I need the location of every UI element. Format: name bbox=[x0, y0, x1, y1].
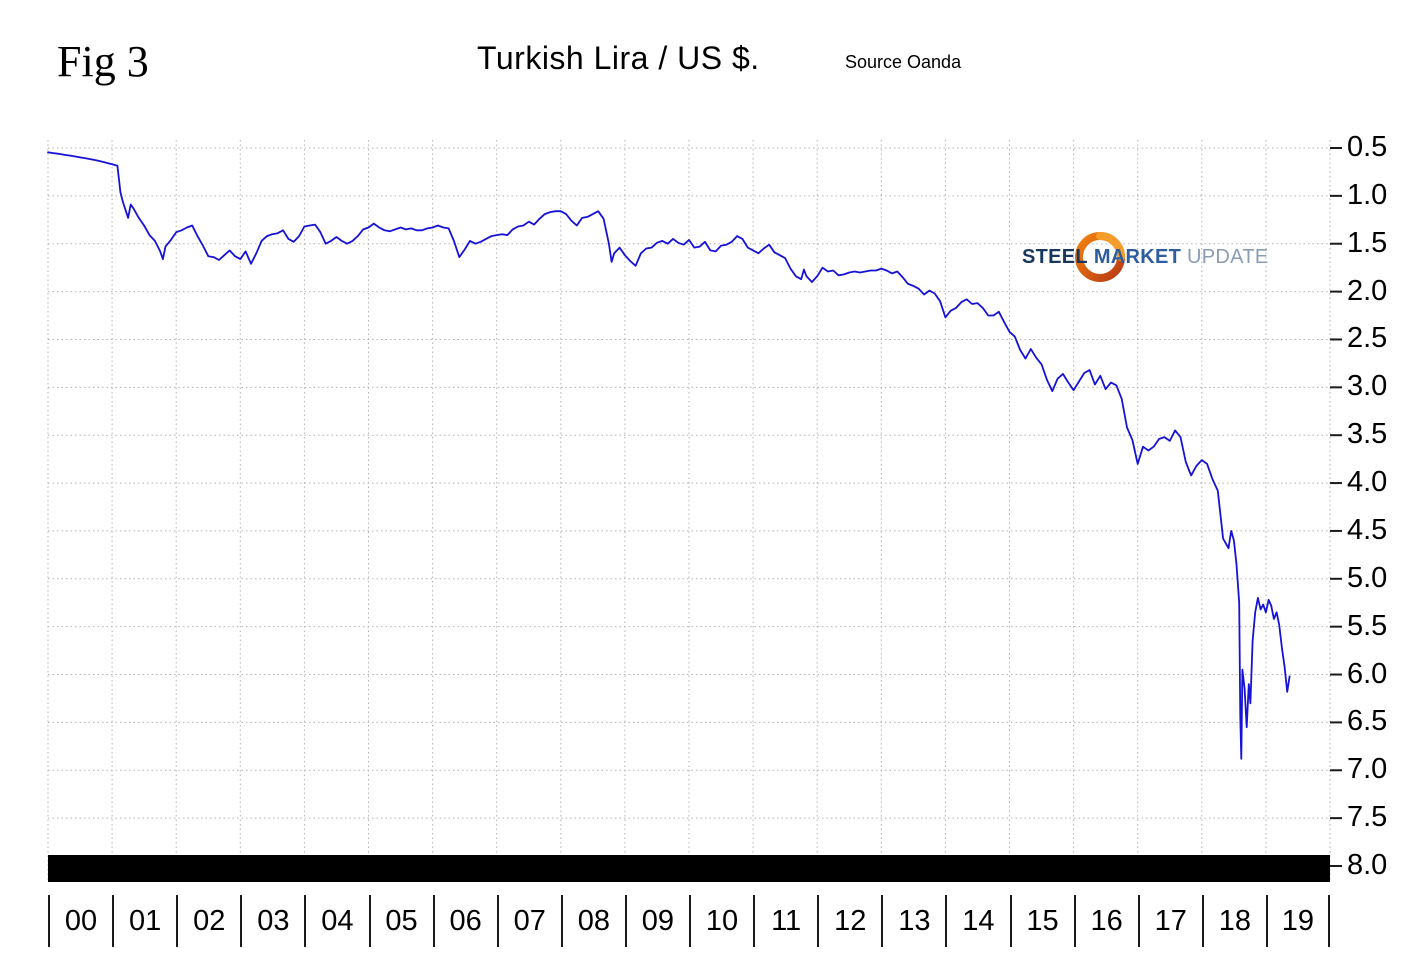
y-tick-label: 2.5 bbox=[1347, 322, 1388, 355]
x-tick-label: 13 bbox=[881, 895, 945, 947]
logo-update-label: UPDATE bbox=[1187, 246, 1269, 268]
x-tick-label: 03 bbox=[240, 895, 304, 947]
x-tick-label: 15 bbox=[1009, 895, 1074, 947]
x-tick-label: 01 bbox=[112, 895, 176, 947]
logo-market-label: MARKET bbox=[1093, 246, 1182, 268]
y-tick-label: 5.0 bbox=[1347, 561, 1388, 594]
smu-logo: STEEL MARKET UPDATE bbox=[1022, 230, 1272, 284]
x-tick-label: 02 bbox=[176, 895, 240, 947]
x-tick-label: 12 bbox=[817, 895, 881, 947]
x-tick-label: 09 bbox=[624, 895, 689, 947]
y-tick-label: 7.0 bbox=[1347, 753, 1388, 786]
x-tick-label: 16 bbox=[1073, 895, 1138, 947]
y-tick-label: 7.5 bbox=[1347, 801, 1388, 834]
y-tick-label: 5.5 bbox=[1347, 609, 1388, 642]
x-tick-label: 06 bbox=[432, 895, 497, 947]
y-tick-label: 4.5 bbox=[1347, 513, 1388, 546]
x-tick-label: 11 bbox=[753, 895, 817, 947]
x-tick-label: 04 bbox=[304, 895, 368, 947]
x-tick-label: 00 bbox=[48, 895, 112, 947]
y-tick-label: 6.0 bbox=[1347, 657, 1388, 690]
x-tick-label: 08 bbox=[560, 895, 625, 947]
logo-steel-label: STEEL bbox=[1022, 246, 1088, 268]
y-tick-label: 4.0 bbox=[1347, 466, 1388, 499]
y-tick-label: 1.0 bbox=[1347, 178, 1388, 211]
bottom-bar bbox=[48, 855, 1330, 882]
source-label: Source Oanda bbox=[845, 52, 962, 72]
logo-ring-icon bbox=[1075, 232, 1125, 282]
y-tick-label: 0.5 bbox=[1347, 131, 1388, 163]
y-tick-label: 3.0 bbox=[1347, 370, 1388, 403]
y-tick-label: 3.5 bbox=[1347, 418, 1388, 451]
plot-area bbox=[47, 140, 1342, 882]
price-line bbox=[47, 151, 1291, 760]
logo-text: STEEL MARKET UPDATE bbox=[1022, 246, 1268, 269]
x-tick-label: 14 bbox=[945, 895, 1009, 947]
x-tick-label: 10 bbox=[689, 895, 753, 947]
x-tick-label: 18 bbox=[1201, 895, 1266, 947]
x-tick-label: 07 bbox=[496, 895, 561, 947]
x-tick-label: 17 bbox=[1137, 895, 1202, 947]
y-tick-label: 8.0 bbox=[1347, 849, 1388, 881]
x-tick-label: 05 bbox=[368, 895, 433, 947]
chart-title: Turkish Lira / US $. bbox=[477, 40, 760, 76]
y-tick-label: 1.5 bbox=[1347, 226, 1388, 259]
y-tick-label: 2.0 bbox=[1347, 274, 1388, 307]
y-tick-label: 6.5 bbox=[1347, 705, 1388, 738]
x-tick-label: 19 bbox=[1265, 895, 1330, 947]
figure-number-label: Fig 3 bbox=[57, 37, 149, 86]
